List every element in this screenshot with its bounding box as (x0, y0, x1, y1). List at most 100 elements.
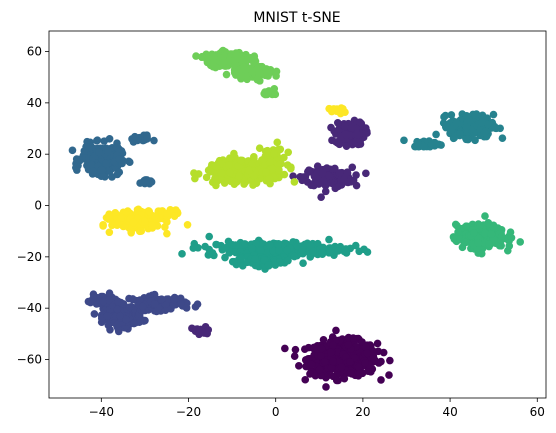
scatter-point (204, 251, 213, 259)
scatter-point (290, 352, 299, 360)
scatter-point (225, 161, 233, 170)
scatter-point (198, 53, 206, 62)
scatter-point (145, 207, 154, 216)
scatter-point (236, 156, 245, 165)
scatter-point (230, 68, 239, 77)
scatter-point (205, 232, 214, 241)
scatter-point (265, 175, 274, 183)
scatter-point (170, 212, 179, 220)
y-tick-label: 20 (27, 147, 42, 161)
y-tick-label: −40 (17, 301, 42, 315)
scatter-point (105, 212, 113, 220)
scatter-point (470, 229, 478, 237)
scatter-point (347, 124, 356, 132)
scatter-point (130, 319, 138, 328)
scatter-point (306, 241, 315, 250)
scatter-point (275, 166, 283, 174)
scatter-point (321, 187, 330, 196)
scatter-point (225, 168, 234, 177)
scatter-point (323, 164, 331, 172)
scatter-point (489, 110, 498, 119)
scatter-point (507, 233, 516, 242)
scatter-point (377, 357, 385, 366)
scatter-point (341, 247, 350, 256)
scatter-point (491, 123, 499, 131)
scatter-point (281, 344, 289, 353)
scatter-point (301, 375, 310, 384)
x-tick-label: −20 (176, 405, 201, 419)
scatter-point (342, 142, 351, 151)
scatter-point (311, 371, 320, 380)
scatter-point (295, 362, 303, 370)
scatter-point (163, 229, 171, 238)
scatter-point (329, 357, 337, 366)
scatter-point (331, 164, 339, 173)
scatter-point (271, 261, 280, 269)
scatter-point (89, 294, 98, 303)
scatter-point (478, 118, 486, 127)
scatter-point (363, 349, 372, 358)
scatter-point (237, 72, 246, 81)
scatter-point (280, 170, 289, 179)
scatter-point (456, 129, 464, 138)
scatter-point (377, 376, 385, 384)
plot-frame (48, 30, 547, 399)
scatter-point (318, 169, 327, 178)
scatter-point (208, 53, 217, 62)
scatter-point (217, 169, 226, 177)
x-tick-label: −40 (89, 405, 114, 419)
scatter-point (265, 241, 274, 249)
scatter-point (221, 244, 230, 252)
scatter-point (348, 163, 357, 172)
scatter-point (249, 181, 257, 189)
scatter-point (335, 169, 344, 177)
scatter-point (163, 218, 171, 226)
scatter-point (103, 312, 112, 320)
scatter-point (322, 383, 330, 391)
scatter-point (151, 212, 159, 221)
scatter-point (462, 135, 471, 144)
scatter-point (106, 326, 114, 334)
scatter-point (221, 253, 229, 262)
y-tick-label: 0 (34, 199, 42, 213)
scatter-point (256, 246, 265, 255)
scatter-point (212, 240, 220, 249)
scatter-point (80, 147, 89, 155)
scatter-point (361, 343, 370, 351)
scatter-point (356, 118, 364, 127)
scatter-point (319, 336, 328, 344)
scatter-point (309, 247, 318, 256)
scatter-point (95, 148, 103, 157)
scatter-point (307, 360, 316, 369)
scatter-point (454, 228, 462, 236)
scatter-point (255, 144, 264, 152)
scatter-point (346, 358, 354, 366)
scatter-point (164, 295, 172, 303)
scatter-point (131, 132, 139, 141)
scatter-point (471, 136, 479, 145)
x-tick-label: 40 (442, 405, 457, 419)
x-tick-label: 60 (530, 405, 545, 419)
scatter-point (427, 140, 436, 148)
scatter-point (101, 159, 110, 168)
scatter-point (252, 239, 260, 248)
y-tick-label: 40 (27, 96, 42, 110)
scatter-point (92, 137, 101, 145)
scatter-point (250, 153, 258, 161)
scatter-point (68, 146, 77, 155)
scatter-point (413, 139, 422, 148)
scatter-point (232, 178, 240, 186)
scatter-point (193, 300, 202, 308)
scatter-point (249, 56, 258, 64)
scatter-point (419, 142, 428, 151)
scatter-point (75, 155, 83, 164)
scatter-point (373, 339, 382, 348)
scatter-point (291, 345, 300, 354)
scatter-point (333, 119, 342, 127)
scatter-point (334, 247, 342, 255)
x-tick-label: 20 (355, 405, 370, 419)
scatter-point (105, 289, 114, 297)
y-tick-label: −20 (17, 250, 42, 264)
scatter-point (113, 305, 122, 314)
scatter-point (139, 178, 148, 186)
